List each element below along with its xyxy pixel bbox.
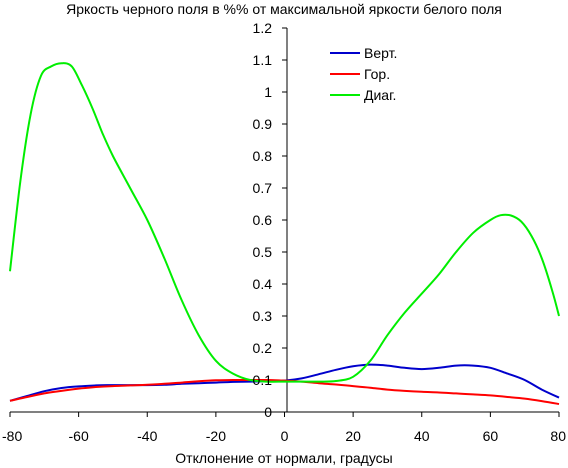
y-tick-label: 1.1 xyxy=(253,52,273,68)
x-tick-label: 0 xyxy=(281,428,289,444)
x-tick-label: 40 xyxy=(414,428,430,444)
legend-label: Гор. xyxy=(364,66,390,82)
y-tick-label: 0.6 xyxy=(253,212,273,228)
x-tick-label: -40 xyxy=(137,428,157,444)
y-tick-label: 0.3 xyxy=(253,308,273,324)
y-tick-label: 0.4 xyxy=(253,276,273,292)
legend-label: Диаг. xyxy=(364,87,396,103)
y-tick-label: 0.2 xyxy=(253,340,273,356)
y-tick-label: 0.1 xyxy=(253,372,273,388)
x-tick-label: -80 xyxy=(2,428,22,444)
y-tick-label: 0.9 xyxy=(253,116,273,132)
legend-entry-diagonal: Диаг. xyxy=(330,87,396,103)
x-axis-title: Отклонение от нормали, градусы xyxy=(175,450,392,466)
y-tick-label: 0.5 xyxy=(253,244,273,260)
y-tick-label: 1.2 xyxy=(253,20,273,36)
x-tick-label: 80 xyxy=(550,428,566,444)
x-tick-labels: -80 -60 -40 -20 0 20 40 60 80 xyxy=(2,428,566,444)
legend: Верт. Гор. Диаг. xyxy=(330,45,397,103)
y-tick-labels: 0 0.1 0.2 0.3 0.4 0.5 0.6 0.7 0.8 0.9 1 1.1 1.2 xyxy=(253,20,273,420)
legend-entry-horizontal: Гор. xyxy=(330,66,390,82)
legend-label: Верт. xyxy=(364,45,397,61)
series-line-horizontal xyxy=(9,378,560,405)
x-tick-label: -60 xyxy=(69,428,89,444)
x-tick-label: -20 xyxy=(206,428,226,444)
chart-title: Яркость черного поля в %% от максимально… xyxy=(66,1,502,17)
axes xyxy=(9,27,560,417)
y-tick-label: 1 xyxy=(264,84,272,100)
legend-entry-vertical: Верт. xyxy=(330,45,397,61)
x-tick-label: 60 xyxy=(483,428,499,444)
series-lines xyxy=(9,62,560,405)
y-tick-label: 0 xyxy=(264,404,272,420)
y-tick-label: 0.8 xyxy=(253,148,273,164)
series-line-diagonal xyxy=(9,62,560,383)
y-tick-label: 0.7 xyxy=(253,180,273,196)
x-tick-label: 20 xyxy=(345,428,361,444)
